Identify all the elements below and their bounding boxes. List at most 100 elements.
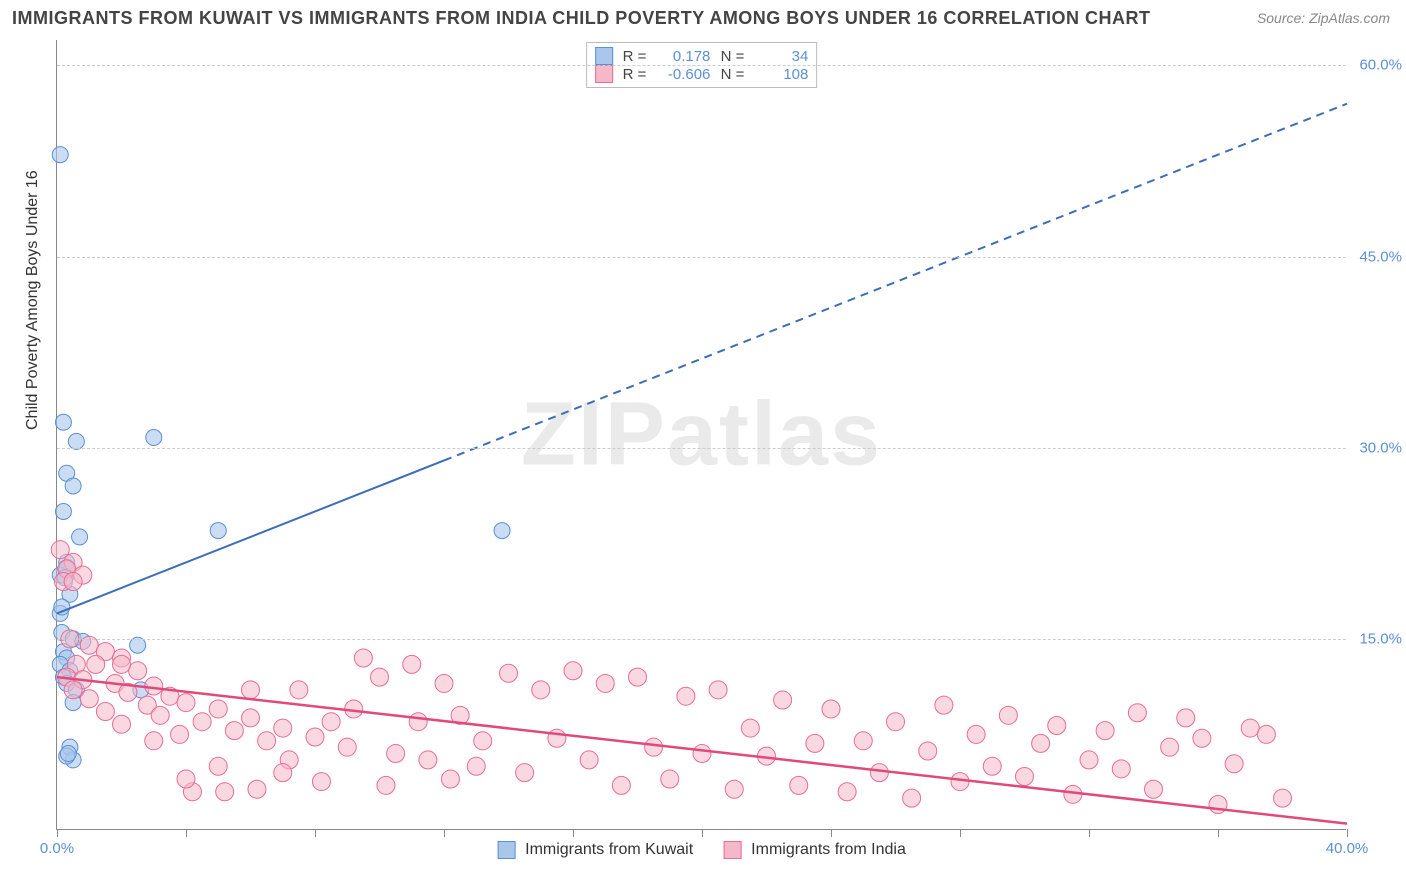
- data-point: [242, 709, 260, 727]
- gridline: [57, 639, 1346, 640]
- data-point: [290, 681, 308, 699]
- data-point: [248, 780, 266, 798]
- data-point: [677, 687, 695, 705]
- legend-swatch: [497, 841, 515, 859]
- data-point: [435, 674, 453, 692]
- xtick: [315, 829, 316, 837]
- data-point: [709, 681, 727, 699]
- data-point: [60, 746, 76, 762]
- data-point: [209, 700, 227, 718]
- data-point: [193, 713, 211, 731]
- y-axis-label: Child Poverty Among Boys Under 16: [24, 170, 42, 430]
- data-point: [1274, 789, 1292, 807]
- gridline: [57, 65, 1346, 66]
- data-point: [774, 691, 792, 709]
- data-point: [999, 706, 1017, 724]
- xtick: [186, 829, 187, 837]
- ytick-label: 15.0%: [1352, 630, 1402, 647]
- data-point: [516, 764, 534, 782]
- data-point: [225, 722, 243, 740]
- data-point: [55, 414, 71, 430]
- source-label: Source: ZipAtlas.com: [1257, 10, 1390, 26]
- data-point: [64, 573, 82, 591]
- xtick: [960, 829, 961, 837]
- data-point: [171, 725, 189, 743]
- data-point: [693, 745, 711, 763]
- data-point: [741, 719, 759, 737]
- data-point: [1161, 738, 1179, 756]
- data-point: [96, 703, 114, 721]
- data-point: [151, 706, 169, 724]
- data-point: [1257, 725, 1275, 743]
- data-point: [274, 764, 292, 782]
- xtick: [444, 829, 445, 837]
- data-point: [870, 764, 888, 782]
- data-point: [371, 668, 389, 686]
- legend-item: Immigrants from Kuwait: [497, 841, 693, 859]
- data-point: [725, 780, 743, 798]
- data-point: [532, 681, 550, 699]
- data-point: [113, 715, 131, 733]
- data-point: [806, 734, 824, 752]
- data-point: [919, 742, 937, 760]
- data-point: [474, 732, 492, 750]
- data-point: [306, 728, 324, 746]
- data-point: [64, 681, 82, 699]
- data-point: [146, 430, 162, 446]
- data-point: [87, 655, 105, 673]
- data-point: [80, 690, 98, 708]
- data-point: [145, 732, 163, 750]
- data-point: [210, 523, 226, 539]
- data-point: [1225, 755, 1243, 773]
- data-point: [983, 757, 1001, 775]
- data-point: [129, 662, 147, 680]
- data-point: [1241, 719, 1259, 737]
- data-point: [403, 655, 421, 673]
- data-point: [1096, 722, 1114, 740]
- data-point: [1016, 767, 1034, 785]
- data-point: [1048, 717, 1066, 735]
- data-point: [409, 713, 427, 731]
- xtick: [573, 829, 574, 837]
- xtick-label: 0.0%: [40, 840, 74, 857]
- data-point: [387, 745, 405, 763]
- xtick: [702, 829, 703, 837]
- bottom-legend: Immigrants from Kuwait Immigrants from In…: [497, 841, 906, 859]
- data-point: [274, 719, 292, 737]
- data-point: [580, 751, 598, 769]
- data-point: [54, 599, 70, 615]
- data-point: [55, 503, 71, 519]
- xtick: [831, 829, 832, 837]
- ytick-label: 45.0%: [1352, 248, 1402, 265]
- data-point: [145, 677, 163, 695]
- chart-title: IMMIGRANTS FROM KUWAIT VS IMMIGRANTS FRO…: [12, 8, 1151, 29]
- data-point: [629, 668, 647, 686]
- data-point: [1177, 709, 1195, 727]
- data-point: [177, 694, 195, 712]
- data-point: [838, 783, 856, 801]
- data-point: [790, 776, 808, 794]
- xtick: [1089, 829, 1090, 837]
- data-point: [1112, 760, 1130, 778]
- data-point: [1128, 704, 1146, 722]
- data-point: [209, 757, 227, 775]
- data-point: [596, 674, 614, 692]
- data-point: [216, 783, 234, 801]
- data-point: [500, 664, 518, 682]
- ytick-label: 60.0%: [1352, 57, 1402, 74]
- data-point: [322, 713, 340, 731]
- data-point: [419, 751, 437, 769]
- data-point: [242, 681, 260, 699]
- data-point: [467, 757, 485, 775]
- xtick: [57, 829, 58, 837]
- data-point: [441, 770, 459, 788]
- data-point: [935, 696, 953, 714]
- legend-item: Immigrants from India: [723, 841, 906, 859]
- plot-area: ZIPatlas R = 0.178 N = 34 R = -0.606 N =…: [56, 40, 1346, 830]
- data-point: [822, 700, 840, 718]
- xtick-label: 40.0%: [1326, 840, 1369, 857]
- data-point: [903, 789, 921, 807]
- data-point: [564, 662, 582, 680]
- data-point: [967, 725, 985, 743]
- data-point: [377, 776, 395, 794]
